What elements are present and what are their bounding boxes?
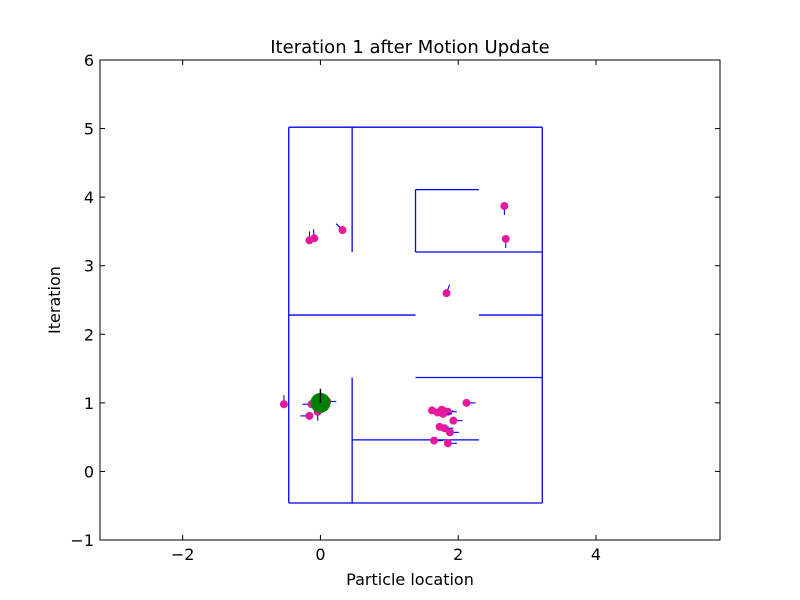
x-tick-1: 0 xyxy=(315,60,326,564)
particle-0 xyxy=(500,202,509,216)
particle-5 xyxy=(442,284,451,298)
particle-point xyxy=(449,416,458,425)
y-tick-label: 3 xyxy=(84,257,94,276)
walls-layer xyxy=(288,126,543,504)
x-tick-3: 4 xyxy=(591,60,601,564)
x-axis-ticks: −2 0 2 4 xyxy=(171,60,601,564)
y-tick-label: 5 xyxy=(84,120,94,139)
particle-21 xyxy=(445,428,459,437)
particle-4 xyxy=(310,229,319,243)
x-tick-0: −2 xyxy=(171,60,195,564)
particle-point xyxy=(443,439,452,448)
particle-18 xyxy=(449,416,463,425)
y-tick-7: 6 xyxy=(84,51,720,70)
particle-point xyxy=(279,400,288,409)
x-tick-2: 2 xyxy=(453,60,463,564)
y-tick-6: 5 xyxy=(84,120,720,139)
robot-layer xyxy=(310,388,331,413)
particle-point xyxy=(310,234,319,243)
y-tick-label: −1 xyxy=(70,531,94,550)
particle-16 xyxy=(439,409,453,418)
x-axis-label: Particle location xyxy=(346,570,474,589)
y-tick-label: 1 xyxy=(84,394,94,413)
x-tick-label: 0 xyxy=(315,545,325,564)
y-tick-3: 2 xyxy=(84,325,720,344)
y-tick-label: 0 xyxy=(84,462,94,481)
y-tick-label: 6 xyxy=(84,51,94,70)
y-tick-5: 4 xyxy=(84,188,720,207)
y-axis-ticks: −1 0 1 2 3 4 5 6 xyxy=(70,51,720,550)
y-tick-1: 0 xyxy=(84,462,720,481)
y-tick-label: 4 xyxy=(84,188,94,207)
particle-2 xyxy=(335,223,347,235)
chart-title: Iteration 1 after Motion Update xyxy=(270,37,549,58)
particle-point xyxy=(500,202,509,211)
particle-6 xyxy=(279,395,288,409)
particle-point xyxy=(338,226,347,235)
particle-point xyxy=(430,436,439,445)
particle-1 xyxy=(501,234,510,248)
x-tick-label: 2 xyxy=(453,545,463,564)
particle-point xyxy=(305,411,314,420)
particle-point xyxy=(442,289,451,298)
particle-23 xyxy=(443,439,457,448)
plot-frame xyxy=(99,59,721,541)
y-tick-0: −1 xyxy=(70,531,720,550)
particle-10 xyxy=(300,411,314,420)
particle-point xyxy=(439,409,448,418)
particle-point xyxy=(462,398,471,407)
y-tick-2: 1 xyxy=(84,394,720,413)
x-tick-label: 4 xyxy=(591,545,601,564)
y-tick-label: 2 xyxy=(84,325,94,344)
particle-20 xyxy=(440,424,454,433)
particle-17 xyxy=(462,398,476,407)
particle-22 xyxy=(430,436,444,445)
y-tick-4: 3 xyxy=(84,257,720,276)
particle-point xyxy=(440,424,449,433)
particle-point xyxy=(445,428,454,437)
x-tick-label: −2 xyxy=(171,545,195,564)
y-axis-label: Iteration xyxy=(45,266,64,334)
robot-marker xyxy=(310,388,331,413)
particle-point xyxy=(501,234,510,243)
